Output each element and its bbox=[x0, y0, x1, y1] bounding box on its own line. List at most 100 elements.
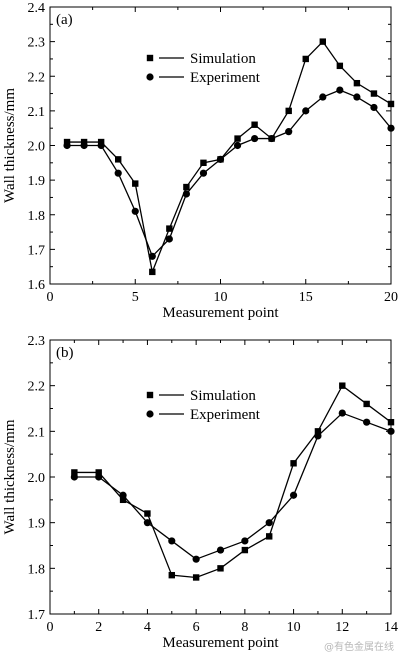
chart-panel-2: 0 2 4 6 8 10 12 14 1.7 1.8 1.9 2.0 2.1 2.2 2.3 Measurem… bbox=[2, 334, 398, 651]
data-point bbox=[319, 93, 327, 101]
data-point bbox=[265, 519, 273, 527]
data-point bbox=[199, 169, 208, 177]
data-point bbox=[70, 473, 78, 481]
data-point bbox=[251, 121, 258, 128]
data-point bbox=[148, 252, 156, 260]
data-point bbox=[95, 469, 102, 476]
y-tick-label: 1.7 bbox=[28, 243, 46, 258]
data-point bbox=[168, 571, 175, 579]
x-tick-label: 0 bbox=[47, 290, 54, 305]
data-point bbox=[192, 555, 200, 563]
data-point bbox=[119, 496, 127, 504]
x-tick-label: 4 bbox=[144, 620, 151, 635]
x-tick-label: 6 bbox=[193, 620, 200, 635]
data-point bbox=[290, 460, 297, 467]
legend-marker bbox=[146, 410, 154, 418]
legend: Simulation Experiment bbox=[146, 388, 261, 423]
data-point bbox=[114, 169, 122, 177]
x-tick-label: 15 bbox=[299, 290, 313, 305]
data-point bbox=[314, 428, 322, 435]
data-point bbox=[115, 156, 122, 163]
y-tick-label: 2.2 bbox=[28, 380, 46, 395]
data-point bbox=[289, 491, 298, 499]
data-point bbox=[314, 432, 322, 440]
y-tick-label: 1.7 bbox=[28, 608, 46, 623]
x-tick-label: 2 bbox=[95, 620, 102, 635]
series-experiment bbox=[70, 409, 395, 563]
data-point bbox=[166, 225, 173, 232]
x-tick-label: 20 bbox=[384, 290, 398, 305]
x-tick-label: 10 bbox=[287, 620, 301, 635]
legend-label: Experiment bbox=[190, 70, 261, 86]
y-tick-label: 2.4 bbox=[28, 1, 46, 16]
data-point bbox=[370, 90, 378, 97]
data-point bbox=[336, 62, 344, 70]
y-axis-label: Wall thickness/mm bbox=[2, 88, 18, 203]
data-point bbox=[387, 100, 395, 108]
data-point bbox=[302, 55, 309, 63]
data-point bbox=[97, 141, 105, 150]
data-point bbox=[80, 141, 88, 150]
data-point bbox=[363, 418, 371, 426]
y-tick-label: 2.3 bbox=[28, 36, 46, 51]
data-point bbox=[285, 107, 292, 115]
y-tick-label: 1.9 bbox=[28, 517, 46, 532]
data-point bbox=[200, 159, 207, 167]
y-tick-label: 2.1 bbox=[28, 425, 46, 440]
y-tick-label: 2.0 bbox=[28, 140, 46, 155]
data-point bbox=[132, 180, 139, 187]
watermark: @有色金属在线 bbox=[324, 642, 394, 653]
series-line bbox=[74, 384, 392, 579]
data-point bbox=[216, 546, 225, 554]
series-simulation bbox=[71, 382, 395, 581]
y-tick-label: 2.2 bbox=[28, 70, 46, 85]
data-point bbox=[144, 510, 151, 517]
data-point bbox=[241, 546, 249, 554]
data-point bbox=[183, 183, 190, 191]
data-point bbox=[387, 427, 395, 435]
x-axis-label: Measurement point bbox=[162, 305, 279, 321]
x-tick-label: 12 bbox=[335, 620, 349, 635]
data-point bbox=[233, 141, 242, 150]
y-axis-label: Wall thickness/mm bbox=[2, 419, 18, 534]
series-line bbox=[67, 40, 392, 275]
panel-label: (a) bbox=[56, 12, 73, 28]
legend-marker bbox=[146, 391, 154, 399]
data-point bbox=[71, 469, 78, 476]
data-point bbox=[217, 565, 224, 572]
data-point bbox=[149, 268, 156, 276]
data-point bbox=[319, 38, 326, 45]
data-point bbox=[370, 103, 378, 112]
legend-marker bbox=[146, 73, 154, 81]
y-tick-label: 1.6 bbox=[28, 278, 46, 293]
data-point bbox=[353, 79, 361, 87]
legend: Simulation Experiment bbox=[146, 51, 261, 86]
legend-label: Experiment bbox=[190, 407, 261, 423]
data-point bbox=[216, 155, 225, 163]
data-point bbox=[165, 235, 173, 243]
data-point bbox=[63, 141, 71, 150]
data-point bbox=[339, 382, 346, 389]
legend-marker bbox=[146, 54, 154, 62]
series-experiment bbox=[63, 86, 395, 260]
panel-label: (b) bbox=[56, 345, 74, 361]
data-point bbox=[241, 537, 249, 545]
y-tick-label: 2.0 bbox=[28, 471, 46, 486]
x-axis-label: Measurement point bbox=[162, 635, 279, 651]
y-tick-label: 1.9 bbox=[28, 174, 46, 189]
data-point bbox=[268, 134, 276, 143]
data-point bbox=[353, 93, 361, 101]
data-point bbox=[285, 128, 293, 136]
y-tick-label: 2.1 bbox=[28, 105, 46, 120]
data-point bbox=[387, 419, 395, 426]
data-point bbox=[336, 86, 344, 94]
data-point bbox=[131, 207, 139, 215]
data-point bbox=[234, 135, 241, 142]
x-tick-label: 0 bbox=[47, 620, 54, 635]
legend-label: Simulation bbox=[190, 388, 256, 404]
series-line bbox=[74, 412, 392, 560]
x-tick-label: 5 bbox=[132, 290, 139, 305]
chart-panel-1: 0 5 10 15 20 1.6 1.7 1.8 1.9 2.0 2.1 2.2 2.3 2.4 Measu… bbox=[2, 1, 398, 321]
data-point bbox=[302, 107, 310, 115]
